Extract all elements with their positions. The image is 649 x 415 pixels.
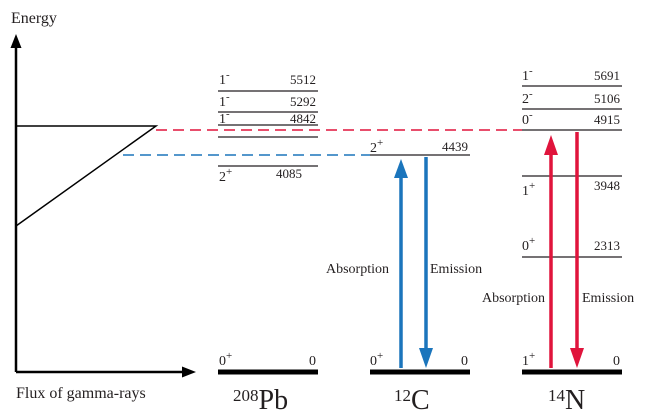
pb208-level-spin: 2+	[219, 166, 232, 185]
pb208-level-spin: 1-	[219, 69, 230, 88]
pb208-nucleus-label: 208Pb	[233, 385, 288, 415]
pb208-level-scheme: 1- 5512 1- 5292 1- 4842 2+ 4085 0+ 0 208…	[218, 69, 318, 415]
n14-level-scheme: 1- 5691 2- 5106 0- 4915 1+ 3948 0+ 2313 …	[482, 65, 634, 415]
c12-level-energy: 4439	[442, 139, 468, 154]
c12-ground-spin: 0+	[370, 350, 383, 369]
c12-ground-energy: 0	[461, 354, 468, 369]
n14-level-spin: 0+	[522, 235, 535, 254]
n14-ground-spin: 1+	[522, 350, 535, 369]
c12-absorption-label: Absorption	[326, 262, 389, 277]
n14-level-spin: 0-	[522, 109, 533, 128]
pb208-level-energy: 4085	[276, 166, 302, 181]
c12-emission-label: Emission	[430, 262, 482, 277]
c12-absorption-arrowhead	[394, 159, 408, 178]
c12-level-scheme: 2+ 4439 0+ 0 Absorption Emission 12C	[326, 137, 482, 415]
n14-level-energy: 5691	[594, 68, 620, 83]
n14-nucleus-label: 14N	[548, 385, 585, 415]
pb208-level: 2+ 4085	[218, 165, 318, 185]
n14-emission-arrowhead	[570, 348, 584, 368]
n14-level-energy: 5106	[594, 91, 621, 106]
pb208-level-spin: 1-	[219, 108, 230, 127]
pb208-level-spin: 1-	[219, 91, 230, 110]
n14-absorption-arrowhead	[544, 135, 558, 155]
n14-level-energy: 4915	[594, 112, 620, 127]
c12-level: 2+ 4439	[370, 137, 470, 156]
n14-ground-energy: 0	[613, 354, 620, 369]
n14-level: 0- 4915	[522, 109, 622, 131]
c12-ground-state: 0+ 0	[370, 350, 470, 375]
pb208-level: 1- 4842	[218, 108, 318, 127]
flux-axis-label: Flux of gamma-rays	[16, 385, 146, 402]
n14-level-spin: 1+	[522, 180, 535, 199]
c12-nucleus-label: 12C	[394, 385, 430, 415]
pb208-level-energy: 5292	[290, 94, 316, 109]
n14-level-spin: 1-	[522, 65, 533, 84]
pb208-level: 1- 5292	[218, 91, 318, 113]
n14-level-spin: 2-	[522, 88, 533, 107]
pb208-level-energy: 5512	[290, 72, 316, 87]
energy-axis-label: Energy	[11, 10, 57, 27]
c12-emission-arrowhead	[419, 348, 433, 368]
n14-level: 1- 5691	[522, 65, 622, 87]
n14-emission-label: Emission	[582, 291, 634, 306]
pb208-ground-energy: 0	[309, 354, 316, 369]
n14-absorption-label: Absorption	[482, 291, 545, 306]
n14-level-energy: 2313	[594, 238, 620, 253]
n14-level-energy: 3948	[594, 178, 620, 193]
n14-level: 0+ 2313	[522, 235, 622, 258]
pb208-level-energy: 4842	[290, 111, 316, 126]
c12-level-spin: 2+	[370, 137, 383, 156]
n14-ground-state: 1+ 0	[522, 350, 622, 375]
n14-level: 1+ 3948	[522, 175, 622, 199]
flux-spectrum-curve	[15, 125, 159, 227]
pb208-ground-state: 0+ 0	[218, 350, 318, 375]
pb208-ground-spin: 0+	[219, 350, 232, 369]
energy-axis-arrowhead	[10, 34, 22, 48]
flux-axis-arrowhead	[182, 366, 196, 378]
pb208-level: 1- 5512	[218, 69, 318, 92]
n14-level: 2- 5106	[522, 88, 622, 110]
